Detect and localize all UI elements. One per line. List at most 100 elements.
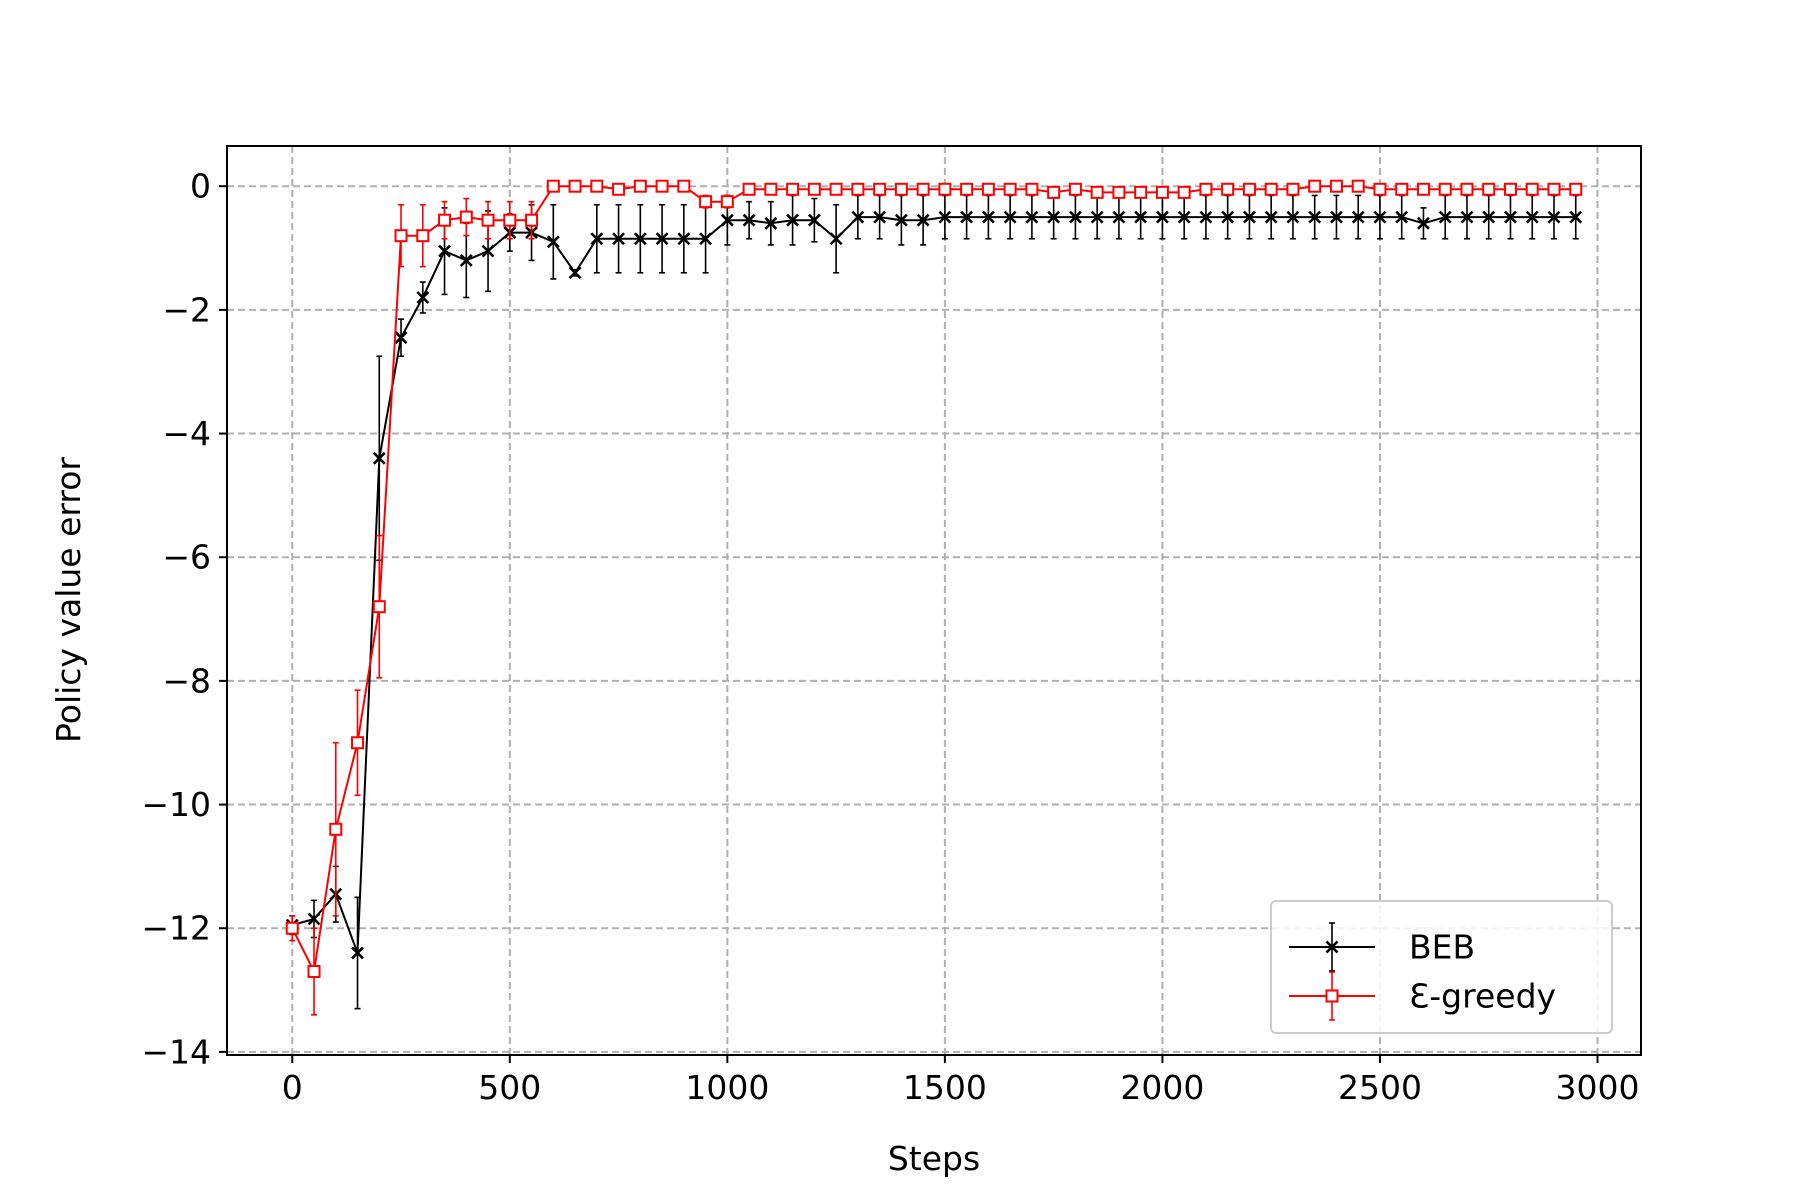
- data-point: [438, 213, 452, 227]
- data-point: [1569, 210, 1583, 224]
- data-point: [1569, 182, 1583, 196]
- data-point: [438, 244, 451, 258]
- data-point: [786, 182, 800, 196]
- plot-series: [285, 179, 1583, 1016]
- data-point: [416, 291, 430, 304]
- data-point: [307, 912, 321, 926]
- data-point: [1221, 182, 1235, 196]
- y-tick-label: −6: [162, 538, 211, 577]
- data-point: [1286, 182, 1300, 196]
- data-point: [1155, 185, 1169, 199]
- data-point: [851, 210, 865, 224]
- data-point: [1068, 182, 1082, 196]
- data-point: [1047, 185, 1061, 199]
- data-point: [981, 182, 995, 196]
- data-point: [1003, 210, 1017, 224]
- data-point: [829, 182, 843, 196]
- y-tick-label: −4: [162, 414, 211, 453]
- data-point: [1438, 182, 1452, 196]
- data-point: [655, 232, 669, 246]
- data-point: [351, 736, 365, 750]
- data-point: [307, 965, 321, 979]
- data-point: [1373, 210, 1387, 224]
- plot-frame: [226, 145, 1642, 1056]
- data-point: [873, 182, 887, 196]
- data-point: [938, 210, 952, 224]
- data-point: [633, 232, 647, 246]
- data-point: [1329, 179, 1343, 193]
- data-point: [1134, 210, 1148, 224]
- x-tick-label: 0: [282, 1068, 303, 1107]
- data-point: [1503, 182, 1517, 196]
- data-point: [851, 182, 865, 196]
- data-point: [764, 182, 778, 196]
- data-point: [633, 179, 647, 193]
- data-point: [1547, 210, 1561, 224]
- data-point: [1264, 182, 1278, 196]
- data-point: [699, 232, 713, 246]
- data-point: [372, 600, 386, 614]
- data-point: [655, 179, 669, 193]
- data-point: [742, 213, 756, 227]
- legend-label-epsilon-greedy: Ɛ-greedy: [1409, 977, 1556, 1016]
- x-tick-label: 2000: [1120, 1068, 1204, 1107]
- data-point: [764, 216, 778, 230]
- data-point: [720, 213, 734, 227]
- data-point: [568, 266, 582, 280]
- data-point: [1156, 210, 1169, 224]
- data-point: [1177, 210, 1191, 224]
- x-tick-label: 1000: [685, 1068, 769, 1107]
- data-point: [960, 182, 974, 196]
- data-point: [1112, 210, 1126, 224]
- data-point: [351, 946, 364, 960]
- data-point: [981, 210, 995, 224]
- data-point: [285, 921, 299, 935]
- data-point: [786, 213, 800, 227]
- data-point: [1482, 182, 1496, 196]
- data-point: [1482, 210, 1496, 224]
- legend-box: [1270, 900, 1613, 1034]
- data-point: [1395, 210, 1409, 224]
- data-point: [568, 179, 582, 193]
- data-point: [1438, 210, 1452, 224]
- data-point: [916, 213, 930, 227]
- data-point: [1242, 182, 1256, 196]
- data-point: [829, 232, 843, 246]
- data-point: [1243, 210, 1256, 224]
- legend-marker: [1325, 989, 1339, 1003]
- data-point: [1025, 182, 1039, 196]
- data-point: [590, 179, 604, 193]
- data-point: [699, 195, 713, 209]
- data-point: [1460, 210, 1474, 224]
- x-tick-label: 3000: [1556, 1068, 1640, 1107]
- data-point: [1330, 210, 1343, 224]
- data-point: [372, 451, 386, 465]
- x-axis-label: Steps: [888, 1139, 980, 1178]
- data-point: [742, 182, 756, 196]
- axis-ticks: 0 500 1000 1500 2000 2500 3000 0 −2 −4 −6 −8 −10 −12 −…: [141, 167, 1639, 1107]
- data-point: [1525, 210, 1539, 224]
- data-point: [394, 229, 408, 243]
- data-point: [894, 182, 908, 196]
- legend: BEB Ɛ-greedy: [1270, 900, 1613, 1034]
- data-point: [1286, 210, 1300, 224]
- y-tick-label: 0: [190, 167, 211, 206]
- data-point: [1525, 182, 1539, 196]
- data-point: [960, 210, 974, 224]
- data-point: [1047, 210, 1061, 224]
- data-point: [1068, 210, 1082, 224]
- legend-entries: [1289, 922, 1375, 1021]
- data-point: [329, 822, 343, 836]
- data-point: [1504, 210, 1517, 224]
- x-tick-label: 1500: [903, 1068, 987, 1107]
- data-point: [1090, 185, 1104, 199]
- data-point: [459, 210, 473, 224]
- y-tick-label: −8: [162, 661, 211, 700]
- data-point: [590, 232, 604, 246]
- y-tick-label: −14: [141, 1032, 211, 1071]
- x-tick-label: 2500: [1338, 1068, 1422, 1107]
- data-point: [546, 179, 560, 193]
- data-point: [1003, 182, 1017, 196]
- data-point: [1112, 185, 1126, 199]
